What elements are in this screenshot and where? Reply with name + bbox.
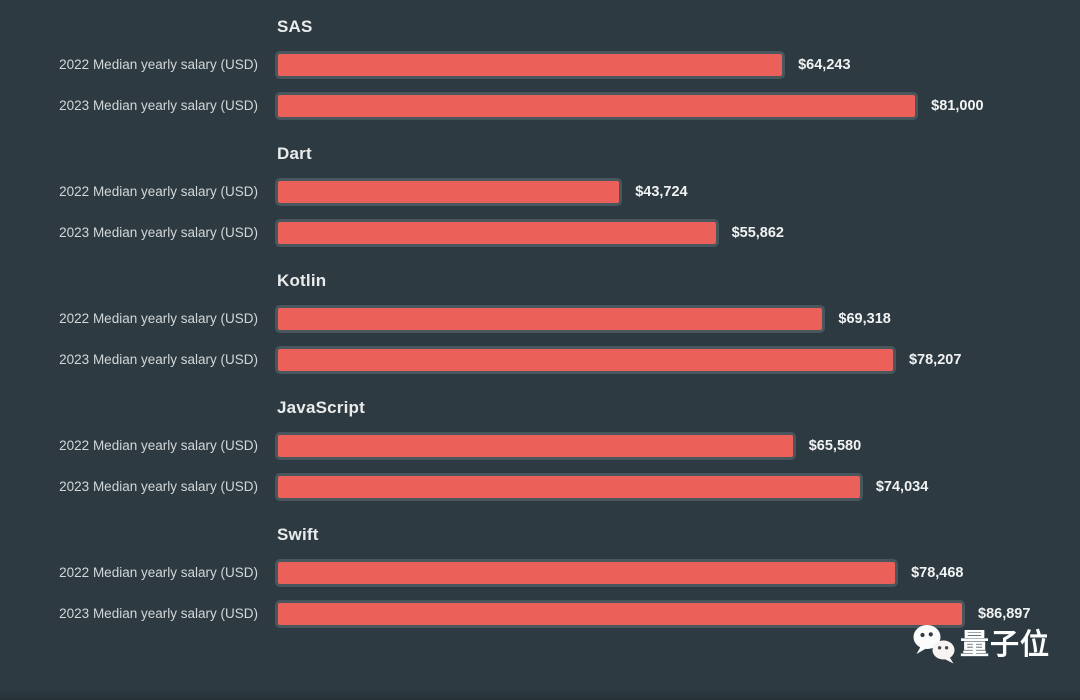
- chart-group: Dart 2022 Median yearly salary (USD) $43…: [0, 144, 1080, 247]
- salary-bar: [275, 304, 826, 333]
- bar-row: 2023 Median yearly salary (USD) $55,862: [0, 218, 1080, 247]
- bar-value-label: $78,207: [908, 351, 962, 368]
- watermark: 量子位: [912, 624, 1050, 666]
- bar-value-label: $69,318: [838, 310, 891, 327]
- bar-row: 2022 Median yearly salary (USD) $43,724: [0, 177, 1080, 206]
- row-label: 2022 Median yearly salary (USD): [59, 311, 258, 326]
- row-label: 2023 Median yearly salary (USD): [59, 352, 258, 367]
- bar-value-label: $81,000: [931, 97, 984, 114]
- bar-row: 2022 Median yearly salary (USD) $65,580: [0, 431, 1080, 460]
- row-label: 2023 Median yearly salary (USD): [59, 98, 258, 113]
- chart-group: JavaScript 2022 Median yearly salary (US…: [0, 398, 1080, 501]
- bar-row: 2023 Median yearly salary (USD) $86,897: [0, 599, 1080, 628]
- chart-group: Swift 2022 Median yearly salary (USD) $7…: [0, 525, 1080, 628]
- group-title: Kotlin: [277, 271, 327, 290]
- bottom-edge-shade: [0, 690, 1080, 700]
- salary-bar: [275, 345, 896, 374]
- salary-bar: [275, 558, 899, 587]
- bar-row: 2023 Median yearly salary (USD) $81,000: [0, 91, 1080, 120]
- row-label: 2022 Median yearly salary (USD): [59, 565, 258, 580]
- row-label: 2023 Median yearly salary (USD): [59, 606, 258, 621]
- bar-value-label: $78,468: [911, 564, 964, 581]
- salary-bar: [275, 472, 863, 501]
- bar-value-label: $74,034: [875, 478, 929, 495]
- bar-row: 2022 Median yearly salary (USD) $78,468: [0, 558, 1080, 587]
- row-label: 2023 Median yearly salary (USD): [59, 225, 258, 240]
- group-title: SAS: [277, 17, 313, 36]
- salary-bar: [275, 599, 965, 628]
- row-label: 2022 Median yearly salary (USD): [59, 57, 258, 72]
- chart-group: SAS 2022 Median yearly salary (USD) $64,…: [0, 17, 1080, 120]
- salary-bar: [275, 50, 786, 79]
- bar-value-label: $64,243: [798, 56, 851, 73]
- watermark-text: 量子位: [960, 629, 1051, 661]
- bar-value-label: $55,862: [731, 224, 784, 241]
- salary-bar: [275, 177, 623, 206]
- wechat-icon: [912, 624, 958, 666]
- salary-bar: [275, 218, 719, 247]
- bar-value-label: $86,897: [978, 605, 1031, 622]
- bar-row: 2023 Median yearly salary (USD) $74,034: [0, 472, 1080, 501]
- row-label: 2022 Median yearly salary (USD): [59, 184, 258, 199]
- group-title: Swift: [277, 525, 319, 544]
- bar-row: 2022 Median yearly salary (USD) $64,243: [0, 50, 1080, 79]
- row-label: 2022 Median yearly salary (USD): [59, 438, 258, 453]
- row-label: 2023 Median yearly salary (USD): [59, 479, 258, 494]
- bar-row: 2022 Median yearly salary (USD) $69,318: [0, 304, 1080, 333]
- bar-row: 2023 Median yearly salary (USD) $78,207: [0, 345, 1080, 374]
- salary-bar: [275, 431, 796, 460]
- bar-value-label: $65,580: [808, 437, 862, 454]
- group-title: Dart: [277, 144, 312, 163]
- chart-group: Kotlin 2022 Median yearly salary (USD) $…: [0, 271, 1080, 374]
- bar-value-label: $43,724: [635, 183, 688, 200]
- salary-bar: [275, 91, 919, 120]
- group-title: JavaScript: [277, 398, 365, 417]
- salary-bar-chart: SAS 2022 Median yearly salary (USD) $64,…: [0, 17, 1080, 628]
